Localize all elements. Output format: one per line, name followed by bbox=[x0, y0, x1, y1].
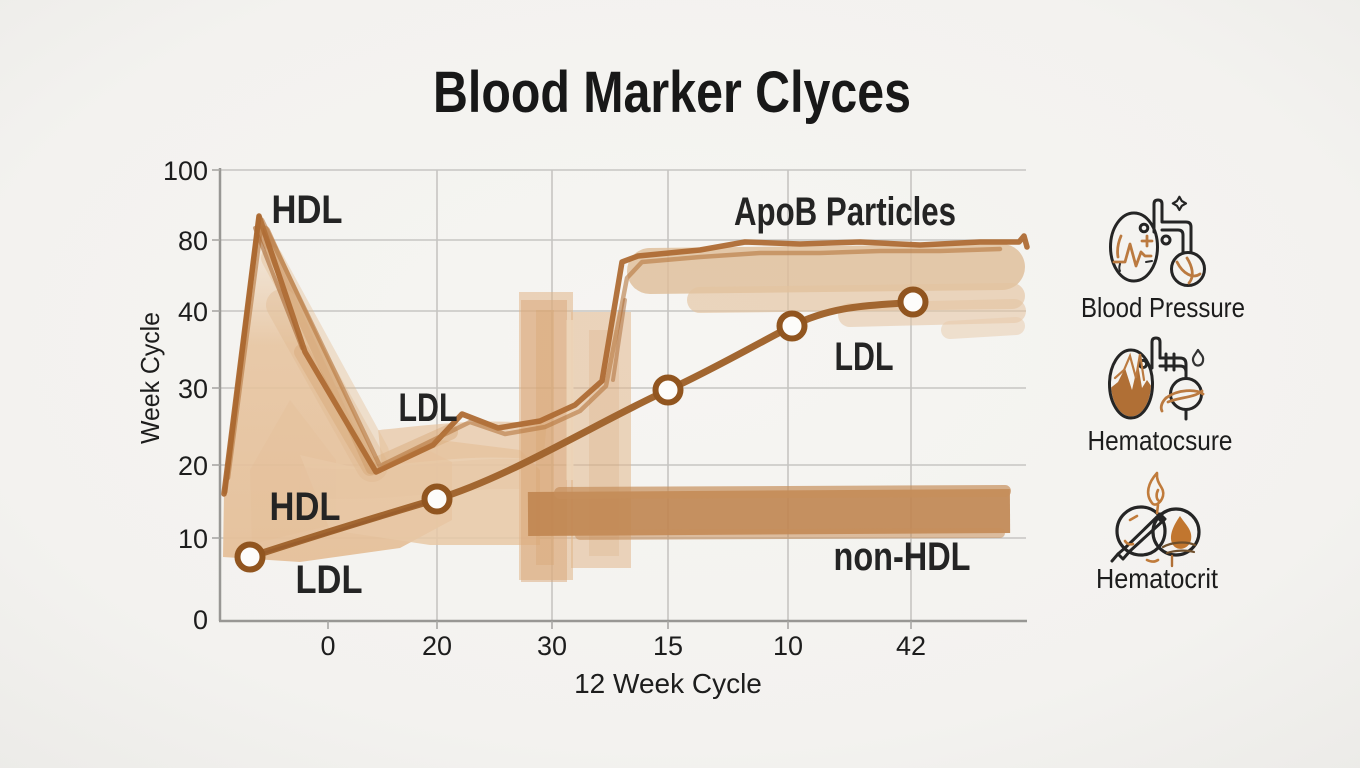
svg-text:80: 80 bbox=[178, 226, 208, 256]
svg-text:Blood Pressure: Blood Pressure bbox=[1081, 292, 1245, 323]
svg-text:12 Week Cycle: 12 Week Cycle bbox=[574, 668, 762, 699]
svg-text:40: 40 bbox=[178, 297, 208, 327]
svg-text:Hematocsure: Hematocsure bbox=[1088, 425, 1233, 456]
svg-text:LDL: LDL bbox=[399, 386, 458, 430]
svg-text:20: 20 bbox=[178, 451, 208, 481]
svg-text:0: 0 bbox=[193, 605, 208, 635]
svg-text:15: 15 bbox=[653, 631, 683, 661]
svg-text:20: 20 bbox=[422, 631, 452, 661]
svg-text:non-HDL: non-HDL bbox=[834, 535, 971, 579]
svg-text:HDL: HDL bbox=[270, 485, 341, 529]
svg-text:10: 10 bbox=[773, 631, 803, 661]
svg-text:Hematocrit: Hematocrit bbox=[1096, 563, 1218, 594]
svg-text:100: 100 bbox=[163, 156, 208, 186]
svg-text:42: 42 bbox=[896, 631, 926, 661]
svg-text:30: 30 bbox=[178, 374, 208, 404]
svg-text:HDL: HDL bbox=[272, 188, 343, 232]
svg-text:LDL: LDL bbox=[296, 558, 363, 602]
svg-text:ApoB Particles: ApoB Particles bbox=[734, 190, 956, 234]
svg-text:0: 0 bbox=[320, 631, 335, 661]
svg-text:Blood Marker Clyces: Blood Marker Clyces bbox=[433, 60, 911, 125]
svg-text:30: 30 bbox=[537, 631, 567, 661]
svg-text:Week Cycle: Week Cycle bbox=[135, 312, 165, 444]
svg-text:LDL: LDL bbox=[835, 335, 894, 379]
svg-text:10: 10 bbox=[178, 524, 208, 554]
